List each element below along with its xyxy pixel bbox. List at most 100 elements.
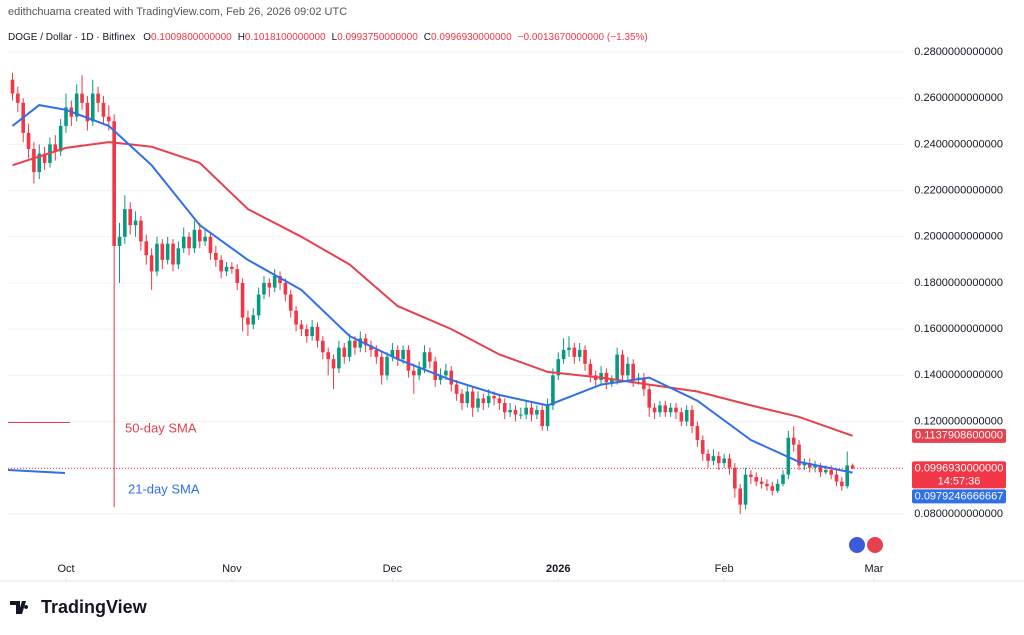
- candle-body: [807, 463, 812, 468]
- candle-body: [695, 426, 700, 440]
- candle-body: [647, 389, 652, 408]
- candle-body: [42, 153, 47, 163]
- candle-body: [203, 236, 207, 242]
- candle-body: [299, 324, 304, 330]
- candle-body: [840, 481, 844, 487]
- candle-body: [829, 470, 833, 475]
- candle-body: [711, 456, 716, 461]
- sma21-price-label: [912, 489, 1006, 504]
- candle-body: [781, 474, 785, 484]
- candle-body: [492, 396, 496, 399]
- y-tick-label: 0.1800000000000: [914, 277, 1003, 289]
- candle-body: [802, 463, 807, 466]
- candle-body: [331, 359, 336, 369]
- candle-body: [663, 405, 668, 413]
- icon: [867, 537, 883, 553]
- candle-body: [433, 361, 438, 380]
- x-tick-label: Nov: [222, 563, 242, 575]
- candle-body: [374, 349, 379, 357]
- candle-body: [561, 349, 566, 360]
- y-tick-label: 0.2200000000000: [914, 184, 1003, 196]
- candle-body: [599, 373, 603, 380]
- candle-body: [722, 458, 726, 464]
- candle-body: [58, 125, 63, 152]
- candle-body: [347, 340, 352, 357]
- candle-body: [165, 243, 170, 260]
- ohlc-value: 0.0996930000000: [431, 32, 512, 43]
- candle-body: [422, 352, 427, 369]
- sma-line: [11, 104, 853, 474]
- last-price-label-text: 14:57:36: [938, 475, 981, 487]
- candle-body: [428, 352, 432, 362]
- candle-body: [358, 338, 363, 348]
- candle-body: [214, 252, 218, 260]
- candle-body: [80, 93, 84, 103]
- candle-body: [219, 259, 223, 272]
- candle-body: [310, 326, 314, 337]
- candle-body: [791, 437, 796, 445]
- candle-body: [96, 93, 100, 103]
- candle-body: [513, 409, 518, 415]
- candle-body: [181, 236, 186, 249]
- candle-body: [85, 102, 90, 122]
- candle-body: [406, 349, 411, 371]
- candle-body: [540, 409, 545, 427]
- candle-body: [727, 458, 732, 468]
- candle-body: [508, 409, 512, 413]
- x-tick-label: Mar: [864, 563, 883, 575]
- brand: TradingView: [41, 597, 148, 617]
- candle-body: [577, 349, 582, 357]
- candle-body: [652, 407, 657, 413]
- candle-body: [465, 391, 470, 404]
- y-tick-label: 0.0800000000000: [914, 508, 1003, 520]
- candle-body: [631, 363, 635, 380]
- flag-icons: [849, 537, 883, 553]
- candle-body: [353, 340, 357, 348]
- candle-body: [481, 398, 486, 404]
- candle-body: [117, 236, 122, 247]
- candle-body: [706, 453, 710, 461]
- y-tick-label: 0.2400000000000: [914, 138, 1003, 150]
- candle-body: [765, 483, 769, 487]
- candle-body: [716, 456, 721, 464]
- x-tick-label: Dec: [383, 563, 403, 575]
- x-tick-label: 2026: [546, 563, 570, 575]
- symbol: DOGE / Dollar · 1D · Bitfinex: [8, 32, 135, 43]
- candle-body: [486, 396, 491, 404]
- candle-body: [759, 481, 764, 484]
- y-tick-label: 0.2800000000000: [914, 46, 1003, 58]
- candle-body: [417, 368, 421, 376]
- candle-body: [256, 294, 261, 316]
- candle-body: [438, 375, 443, 380]
- candle-body: [502, 403, 507, 413]
- candle-body: [567, 347, 571, 350]
- candle-body: [850, 465, 855, 469]
- candle-body: [535, 409, 539, 415]
- ohlc-label: C: [424, 32, 431, 43]
- last-price-label: [912, 461, 1006, 489]
- candle-body: [133, 220, 138, 226]
- last-price-label-text: 0.0996930000000: [915, 462, 1004, 474]
- candle-body: [262, 282, 266, 295]
- candle-body: [690, 409, 694, 427]
- ohlc-label: H: [238, 32, 245, 43]
- candle-body: [476, 398, 480, 408]
- candle-body: [304, 329, 309, 337]
- candle-body: [192, 229, 197, 249]
- candle-body: [684, 409, 689, 422]
- candle-body: [529, 407, 534, 415]
- change: −0.0013670000000 (−1.35%): [518, 32, 648, 43]
- legend-label: 50-day SMA: [125, 420, 197, 435]
- x-tick-label: Oct: [57, 563, 74, 575]
- candle-body: [128, 209, 133, 226]
- candle-body: [160, 243, 165, 260]
- candle-body: [401, 349, 405, 360]
- candle-body: [797, 444, 801, 466]
- sma50-price-label: [912, 428, 1006, 443]
- candle-body: [620, 354, 625, 376]
- candle-body: [144, 241, 149, 256]
- legend-swatch: [7, 469, 66, 474]
- candle-body: [454, 384, 459, 394]
